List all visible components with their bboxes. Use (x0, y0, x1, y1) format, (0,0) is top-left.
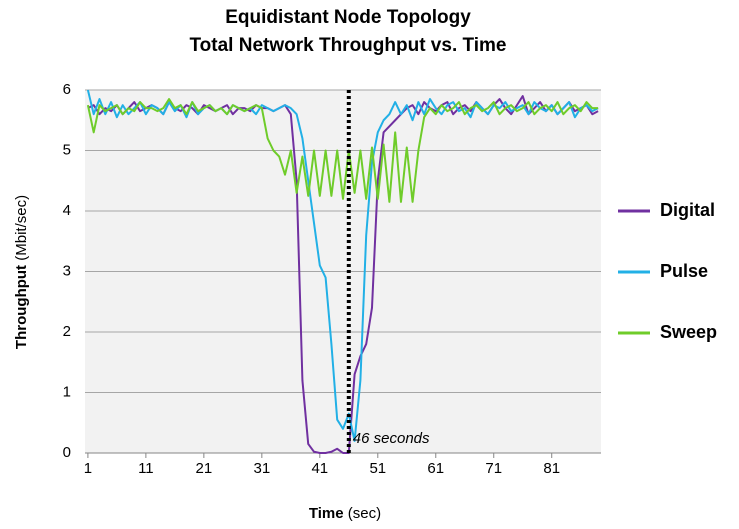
x-tick-label: 71 (485, 460, 502, 477)
y-tick-label: 3 (63, 262, 71, 279)
legend-label: Sweep (660, 322, 717, 342)
y-tick-label: 6 (63, 81, 71, 98)
x-tick-label: 51 (369, 460, 386, 477)
series-line (86, 89, 599, 442)
chart-title: Equidistant Node Topology (225, 7, 471, 28)
y-tick-label: 4 (63, 202, 71, 219)
y-tick-label: 5 (63, 141, 71, 158)
x-axis-label: Time (sec) (309, 505, 381, 522)
x-axis-label-unit: (sec) (348, 505, 381, 522)
x-tick-label: 21 (196, 460, 213, 477)
legend-label: Pulse (660, 261, 708, 281)
y-tick-label: 0 (63, 444, 71, 461)
x-tick-label: 61 (427, 460, 444, 477)
series-line (86, 98, 599, 203)
annotation-label: 46 seconds (353, 430, 430, 447)
x-tick-label: 11 (138, 460, 154, 477)
x-tick-label: 81 (543, 460, 560, 477)
x-tick-label: 31 (253, 460, 270, 477)
x-tick-label: 1 (84, 460, 92, 477)
legend-label: Digital (660, 200, 715, 220)
y-axis-label-main: Throughput (13, 265, 30, 349)
y-tick-label: 1 (63, 383, 71, 400)
y-axis-label-unit: (Mbit/sec) (13, 195, 30, 261)
y-axis-label: Throughput (Mbit/sec) (13, 195, 30, 349)
chart-subtitle: Total Network Throughput vs. Time (189, 35, 506, 56)
x-tick-label: 41 (311, 460, 328, 477)
x-axis-label-main: Time (309, 505, 344, 522)
y-tick-label: 2 (63, 323, 71, 340)
